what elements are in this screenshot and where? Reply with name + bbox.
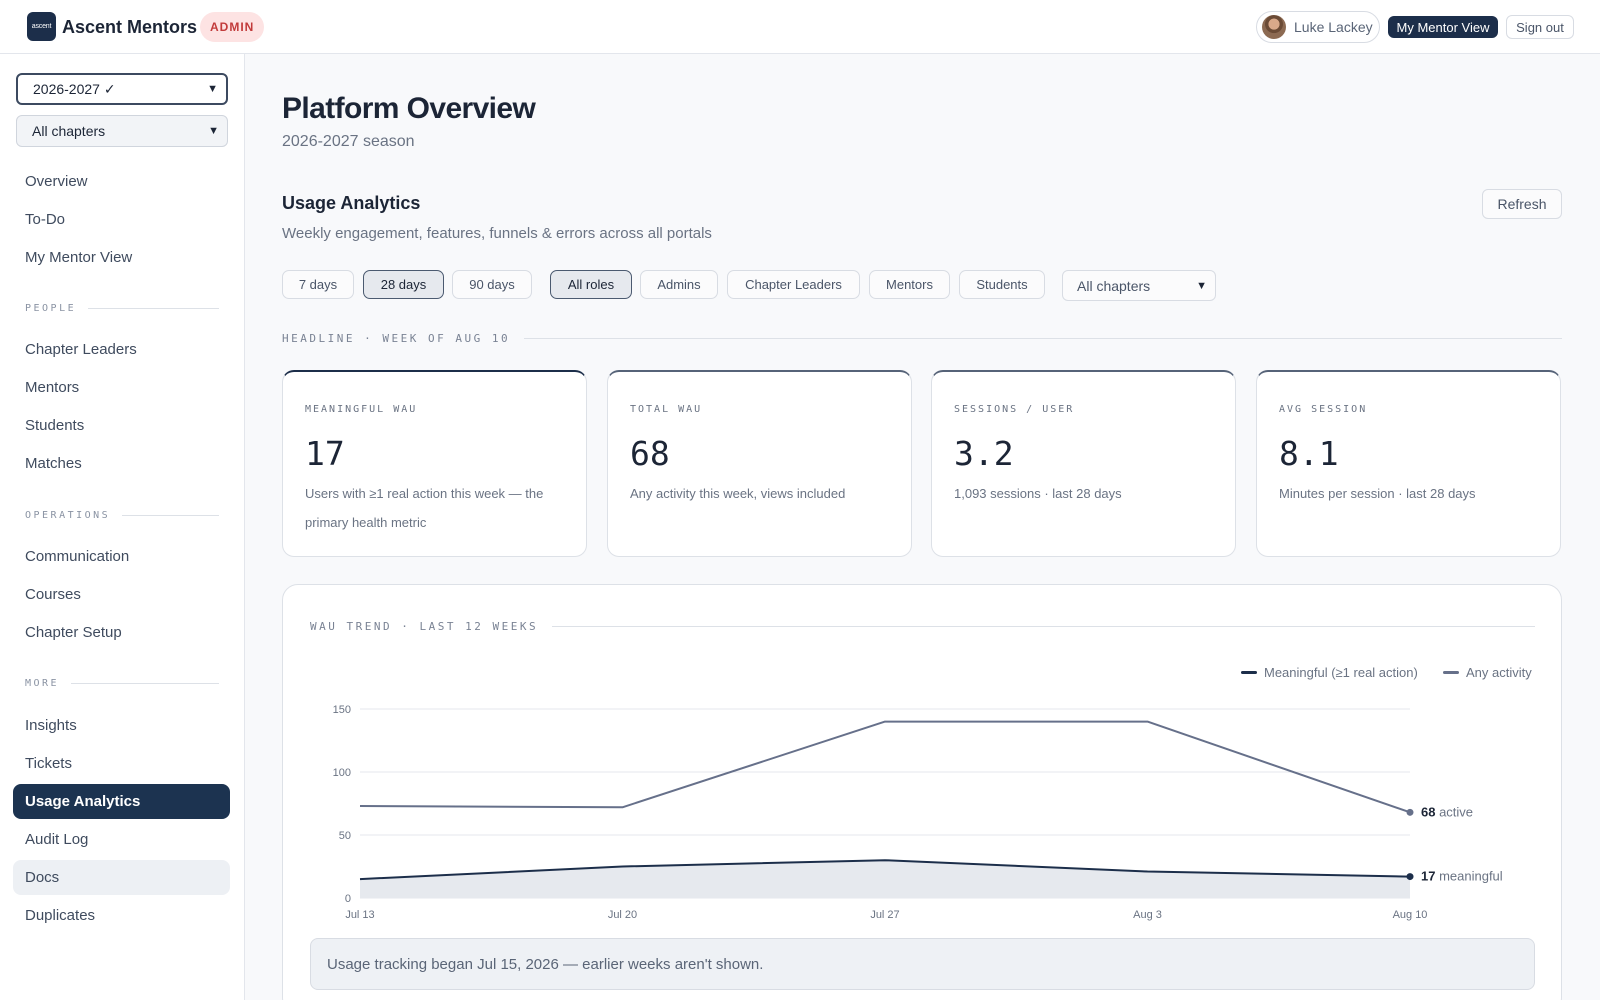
sidebar-item-overview[interactable]: Overview xyxy=(25,173,88,190)
sign-out-button[interactable]: Sign out xyxy=(1506,15,1574,39)
role-filter-all-roles[interactable]: All roles xyxy=(550,270,632,299)
headline-label: HEADLINE · WEEK OF AUG 10 xyxy=(282,332,1562,345)
wau-trend-chart: 0 50 100 150 Jul 13 Jul 20 Jul 27 Aug 3 Aug 10 17… xyxy=(333,704,1503,921)
kpi-value: 3.2 xyxy=(954,434,1014,473)
headline-label-text: HEADLINE · WEEK OF AUG 10 xyxy=(282,332,511,345)
legend-item-meaningful: Meaningful (≥1 real action) xyxy=(1241,665,1418,680)
y-tick-label: 150 xyxy=(333,704,351,716)
my-mentor-view-button[interactable]: My Mentor View xyxy=(1388,16,1498,38)
series-end-label: 68 active xyxy=(1421,804,1473,819)
sidebar-item-matches[interactable]: Matches xyxy=(25,455,82,472)
sidebar-item-my-mentor-view[interactable]: My Mentor View xyxy=(25,249,133,266)
sidebar-item-chapter-setup[interactable]: Chapter Setup xyxy=(25,624,122,641)
user-menu[interactable]: Luke Lackey xyxy=(1256,11,1380,43)
section-subtitle: Weekly engagement, features, funnels & e… xyxy=(282,225,712,242)
kpi-description: Users with ≥1 real action this week — th… xyxy=(305,486,544,530)
series-end-point xyxy=(1406,808,1414,816)
range-filter-7-days[interactable]: 7 days xyxy=(282,270,354,299)
page-title: Platform Overview xyxy=(282,92,536,125)
x-tick-label: Jul 20 xyxy=(608,909,637,921)
sidebar-item-usage-analytics[interactable]: Usage Analytics xyxy=(13,784,230,819)
legend-label: Meaningful (≥1 real action) xyxy=(1264,665,1418,680)
series-end-point xyxy=(1406,873,1414,881)
kpi-label: AVG SESSION xyxy=(1279,404,1368,415)
chapter-select[interactable]: All chapters ▼ xyxy=(16,115,228,147)
legend-swatch xyxy=(1443,671,1459,674)
chapter-filter-value: All chapters xyxy=(1077,277,1151,294)
range-filter-28-days[interactable]: 28 days xyxy=(363,270,444,299)
sidebar-item-courses[interactable]: Courses xyxy=(25,586,81,603)
kpi-label: MEANINGFUL WAU xyxy=(305,404,418,415)
kpi-value: 8.1 xyxy=(1279,434,1339,473)
wau-trend-chart-card: WAU TREND · LAST 12 WEEKS Meaningful (≥1… xyxy=(282,584,1562,1000)
sidebar-item-audit-log[interactable]: Audit Log xyxy=(25,831,89,848)
section-label-more: MORE xyxy=(25,678,219,689)
section-label-text: PEOPLE xyxy=(25,303,77,314)
page-subtitle: 2026-2027 season xyxy=(282,133,415,150)
role-filter-mentors[interactable]: Mentors xyxy=(869,270,950,299)
kpi-description: 1,093 sessions · last 28 days xyxy=(954,486,1122,501)
series-area xyxy=(360,860,1410,898)
kpi-card-sessions-per-user: SESSIONS / USER 3.2 1,093 sessions · las… xyxy=(931,370,1236,557)
sidebar-item-todo[interactable]: To-Do xyxy=(25,211,66,228)
x-tick-label: Jul 13 xyxy=(345,909,374,921)
admin-badge: ADMIN xyxy=(200,12,265,42)
sidebar-item-tickets[interactable]: Tickets xyxy=(25,755,72,772)
y-tick-label: 100 xyxy=(333,767,351,779)
sidebar-item-communication[interactable]: Communication xyxy=(25,548,130,565)
user-avatar-icon xyxy=(1262,15,1286,39)
kpi-description: Minutes per session · last 28 days xyxy=(1279,486,1476,501)
sidebar-item-chapter-leaders[interactable]: Chapter Leaders xyxy=(25,341,137,358)
section-label-operations: OPERATIONS xyxy=(25,510,219,521)
kpi-label: TOTAL WAU xyxy=(630,404,703,415)
section-label-text: OPERATIONS xyxy=(25,510,111,521)
y-tick-label: 50 xyxy=(339,830,351,842)
kpi-card-avg-session: AVG SESSION 8.1 Minutes per session · la… xyxy=(1256,370,1561,557)
x-tick-label: Jul 27 xyxy=(870,909,899,921)
top-bar: ascent Ascent Mentors ADMIN Luke Lackey … xyxy=(0,0,1600,54)
role-filter-students[interactable]: Students xyxy=(959,270,1045,299)
chart-title-text: WAU TREND · LAST 12 WEEKS xyxy=(310,620,539,633)
series-line-1 xyxy=(359,720,1411,814)
kpi-label: SESSIONS / USER xyxy=(954,404,1075,415)
sidebar-item-students[interactable]: Students xyxy=(25,417,85,434)
season-select[interactable]: 2026-2027 ✓ ▼ xyxy=(16,73,228,105)
sidebar-item-mentors[interactable]: Mentors xyxy=(25,379,80,396)
section-label-people: PEOPLE xyxy=(25,303,219,314)
legend-swatch xyxy=(1241,671,1257,674)
section-label-text: MORE xyxy=(25,678,60,689)
season-select-value: 2026-2027 ✓ xyxy=(33,80,116,97)
refresh-button[interactable]: Refresh xyxy=(1482,189,1562,219)
kpi-value: 68 xyxy=(630,434,670,473)
chart-title: WAU TREND · LAST 12 WEEKS xyxy=(310,620,1535,633)
sidebar-item-duplicates[interactable]: Duplicates xyxy=(25,907,96,924)
chevron-down-icon: ▼ xyxy=(207,83,218,95)
x-tick-label: Aug 3 xyxy=(1133,909,1162,921)
chevron-down-icon: ▼ xyxy=(1196,279,1207,292)
series-line-0 xyxy=(359,859,1411,881)
kpi-card-meaningful-wau: MEANINGFUL WAU 17 Users with ≥1 real act… xyxy=(282,370,587,557)
sidebar: 2026-2027 ✓ ▼ All chapters ▼ Overview To… xyxy=(0,54,245,1000)
tracking-note: Usage tracking began Jul 15, 2026 — earl… xyxy=(310,938,1535,990)
ascent-logo-icon: ascent xyxy=(27,12,56,41)
sidebar-item-insights[interactable]: Insights xyxy=(25,717,77,734)
role-filter-chapter-leaders[interactable]: Chapter Leaders xyxy=(727,270,860,299)
role-filter-admins[interactable]: Admins xyxy=(640,270,718,299)
section-title: Usage Analytics xyxy=(282,193,421,213)
chevron-down-icon: ▼ xyxy=(208,125,219,137)
range-filter-90-days[interactable]: 90 days xyxy=(452,270,532,299)
chapter-select-value: All chapters xyxy=(32,123,106,139)
kpi-value: 17 xyxy=(305,434,345,473)
kpi-card-total-wau: TOTAL WAU 68 Any activity this week, vie… xyxy=(607,370,912,557)
legend-label: Any activity xyxy=(1466,665,1532,680)
y-tick-label: 0 xyxy=(345,893,351,905)
app-name: Ascent Mentors xyxy=(62,17,198,37)
user-name: Luke Lackey xyxy=(1294,19,1373,35)
kpi-description: Any activity this week, views included xyxy=(630,486,846,501)
sidebar-item-docs[interactable]: Docs xyxy=(13,860,230,895)
x-tick-label: Aug 10 xyxy=(1393,909,1428,921)
chapter-filter-select[interactable]: All chapters ▼ xyxy=(1062,270,1216,301)
series-end-label: 17 meaningful xyxy=(1421,869,1503,884)
legend-item-any-activity: Any activity xyxy=(1443,665,1532,680)
